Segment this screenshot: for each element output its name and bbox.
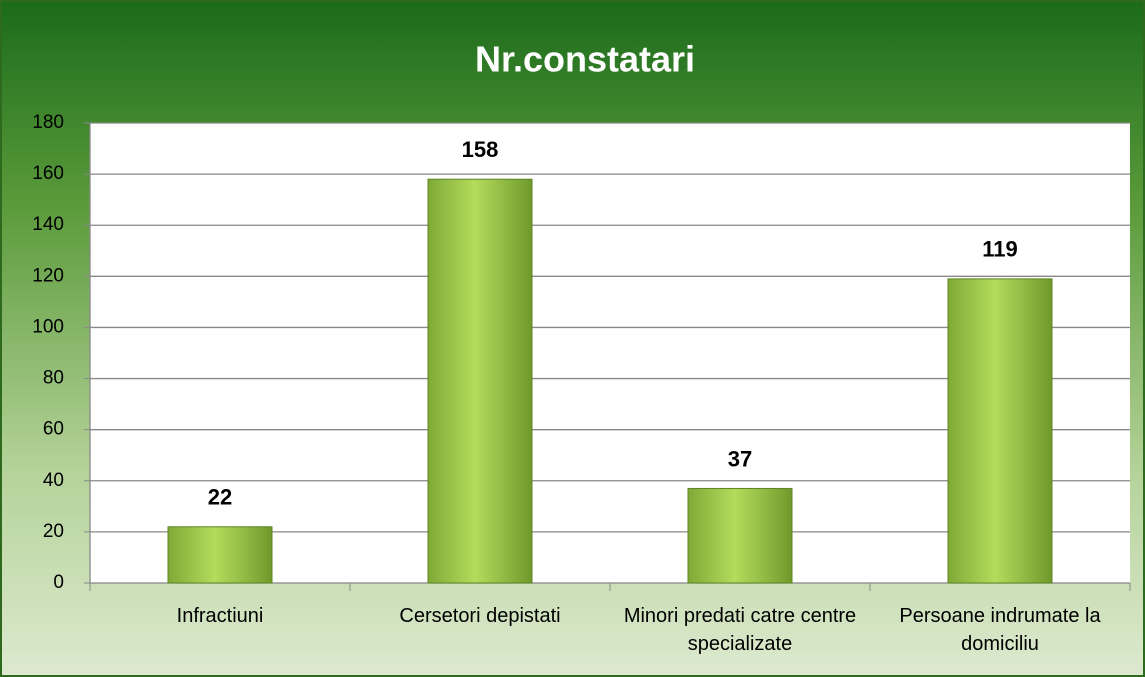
y-tick-label: 20 [43, 521, 64, 542]
bar [687, 487, 793, 584]
data-label: 119 [982, 237, 1018, 262]
y-tick-label: 120 [32, 265, 64, 286]
data-label: 22 [208, 485, 232, 510]
x-tick-label: Persoane indrumate la domiciliu [899, 605, 1101, 655]
y-tick-label: 100 [32, 316, 64, 337]
bar [427, 178, 533, 584]
y-tick-label: 0 [53, 572, 64, 593]
x-tick-label: Minori predati catre centre specializate [623, 605, 857, 655]
x-tick-label: Cersetori depistati [399, 605, 561, 627]
y-tick-label: 60 [43, 419, 64, 440]
bar [947, 278, 1053, 584]
x-tick-label: Infractiuni [176, 605, 264, 627]
y-tick-label: 180 [32, 112, 64, 133]
y-tick-label: 40 [43, 470, 64, 491]
y-tick-label: 160 [32, 163, 64, 184]
bar [167, 526, 273, 584]
chart-title: Nr.constatari [475, 39, 695, 80]
y-tick-label: 80 [43, 368, 64, 389]
y-tick-label: 140 [32, 214, 64, 235]
data-label: 37 [728, 446, 752, 471]
data-label: 158 [462, 137, 499, 162]
